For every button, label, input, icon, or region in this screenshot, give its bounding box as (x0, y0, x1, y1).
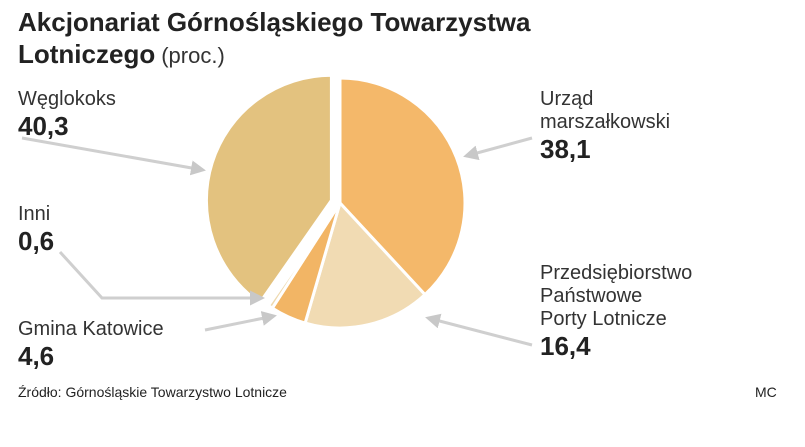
value-label: 40,3 (18, 111, 69, 141)
category-label: Urząd marszałkowski (540, 88, 671, 133)
value-label: 38,1 (540, 134, 591, 164)
arrow (204, 311, 277, 332)
slice-label: Gmina Katowice 4,6 (18, 318, 168, 371)
pie-slice (204, 73, 333, 305)
slice-label: Węglokoks 40,3 (18, 88, 168, 141)
category-label: Węglokoks (18, 88, 116, 110)
arrow (463, 136, 533, 161)
category-label: Gmina Katowice (18, 318, 164, 340)
source: Źródło: Górnośląskie Towarzystwo Lotnicz… (18, 384, 287, 400)
category-label: Inni (18, 203, 51, 225)
title-block: Akcjonariat Górnośląskiego Towarzystwa L… (18, 6, 618, 72)
category-label: Przedsiębiorstwo Państwowe Porty Lotnicz… (540, 262, 693, 330)
arrow (21, 136, 206, 176)
value-label: 4,6 (18, 341, 55, 371)
arrow (425, 313, 533, 347)
credit: MC (755, 384, 777, 400)
value-label: 0,6 (18, 226, 55, 256)
pie-slice (303, 200, 428, 330)
pie-slice (266, 202, 342, 311)
slice-label: Przedsiębiorstwo Państwowe Porty Lotnicz… (540, 262, 693, 361)
arrows (21, 136, 533, 347)
chart-title: Akcjonariat Górnośląskiego Towarzystwa L… (18, 7, 531, 69)
slice-label: Inni 0,6 (18, 203, 168, 256)
slice-label: Urząd marszałkowski 38,1 (540, 88, 690, 164)
value-label: 16,4 (540, 331, 591, 361)
arrow (58, 250, 265, 306)
chart-subtitle: (proc.) (161, 43, 225, 68)
pie-slice (338, 76, 467, 297)
